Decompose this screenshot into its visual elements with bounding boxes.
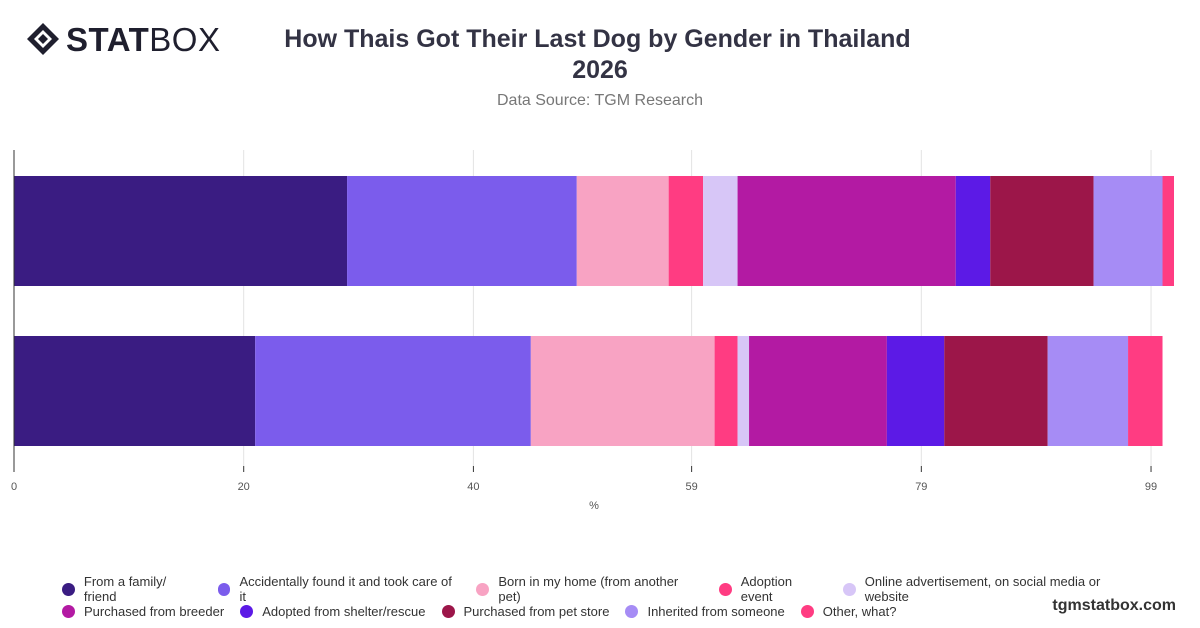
legend-item[interactable]: Born in my home (from another pet): [476, 574, 702, 604]
bar-segment[interactable]: [955, 176, 991, 286]
x-tick-label: 99: [1145, 481, 1157, 493]
legend-row-1: From a family/ friend Accidentally found…: [62, 574, 1162, 604]
legend-item[interactable]: From a family/ friend: [62, 574, 202, 604]
logo-wordmark: STATBOX: [66, 20, 221, 58]
chart-title-line1: How Thais Got Their Last Dog by Gender i…: [284, 25, 911, 53]
chart-subtitle: Data Source: TGM Research: [496, 92, 703, 109]
bar-segment[interactable]: [1047, 336, 1129, 446]
legend-swatch: [476, 582, 490, 596]
legend-swatch: [441, 604, 455, 618]
bar-segment[interactable]: [990, 176, 1094, 286]
legend-swatch: [842, 582, 856, 596]
legend-item[interactable]: Other, what?: [800, 603, 897, 619]
legend-swatch: [62, 582, 75, 596]
bar-segment[interactable]: [255, 336, 531, 446]
chart-title: How Thais Got Their Last Dog by Gender i…: [0, 24, 1200, 86]
legend-label: Accidentally found it and took care of i…: [239, 574, 452, 604]
legend-item[interactable]: Purchased from pet store: [441, 603, 610, 619]
x-tick-label: 59: [685, 481, 697, 493]
legend-item[interactable]: Inherited from someone: [625, 603, 785, 619]
legend-item[interactable]: Adoption event: [718, 574, 827, 604]
legend-swatch: [718, 582, 732, 596]
legend-item[interactable]: Adopted from shelter/rescue: [240, 603, 426, 619]
bar-segment[interactable]: [714, 336, 738, 446]
legend-swatch: [217, 582, 231, 596]
legend-label: Online advertisement, on social media or…: [864, 574, 1101, 604]
legend-label: Purchased from breeder: [84, 603, 225, 619]
legend-label: Born in my home (from another pet): [498, 574, 679, 604]
x-axis-label: %: [589, 500, 599, 512]
legend-swatch: [62, 604, 75, 618]
chart-title-line2: 2026: [572, 56, 628, 84]
bar-segment[interactable]: [737, 176, 956, 286]
source-credit[interactable]: tgmstatbox.com: [1052, 597, 1176, 614]
legend-item[interactable]: Purchased from breeder: [62, 604, 224, 619]
x-tick-label: 40: [467, 481, 479, 493]
diamond-logo-icon: [27, 23, 59, 55]
legend-label: Adopted from shelter/rescue: [262, 603, 426, 619]
legend-label: Other, what?: [822, 603, 897, 619]
legend-swatch: [800, 604, 814, 618]
legend-item[interactable]: Accidentally found it and took care of i…: [217, 574, 461, 604]
legend-label: Inherited from someone: [647, 603, 785, 619]
legend-label: Purchased from pet store: [463, 603, 610, 619]
bar-segment[interactable]: [347, 176, 577, 286]
bar-segment[interactable]: [1093, 176, 1163, 286]
bar-segment[interactable]: [668, 176, 704, 286]
bar-segment[interactable]: [703, 176, 738, 286]
bar-segment[interactable]: [14, 176, 348, 286]
bar-segment[interactable]: [886, 336, 945, 446]
bar-segment[interactable]: [944, 336, 1048, 446]
legend-item[interactable]: Online advertisement, on social media or…: [842, 574, 1146, 604]
bar-segment[interactable]: [576, 176, 669, 286]
bar-segment[interactable]: [737, 336, 750, 446]
legend-label: From a family/ friend: [83, 574, 167, 604]
x-tick-label: 20: [238, 481, 250, 493]
bar-segment[interactable]: [530, 336, 715, 446]
bar-segment[interactable]: [14, 336, 256, 446]
legend-swatch: [625, 604, 639, 618]
chart-legend: From a family/ friend Accidentally found…: [62, 574, 1162, 622]
bar-segment[interactable]: [749, 336, 887, 446]
bar-segment[interactable]: [1128, 336, 1163, 446]
legend-label: Adoption event: [740, 574, 793, 604]
x-tick-label: 79: [915, 481, 927, 493]
legend-swatch: [240, 604, 254, 618]
stacked-bar-chart: 0 20 40 59 79 99%: [11, 150, 1174, 512]
bar-segment[interactable]: [1162, 176, 1174, 286]
statbox-logo: STATBOX: [26, 22, 220, 56]
x-tick-label: 0: [11, 481, 17, 493]
legend-row-2: Purchased from breeder Adopted from shel…: [62, 600, 1162, 622]
